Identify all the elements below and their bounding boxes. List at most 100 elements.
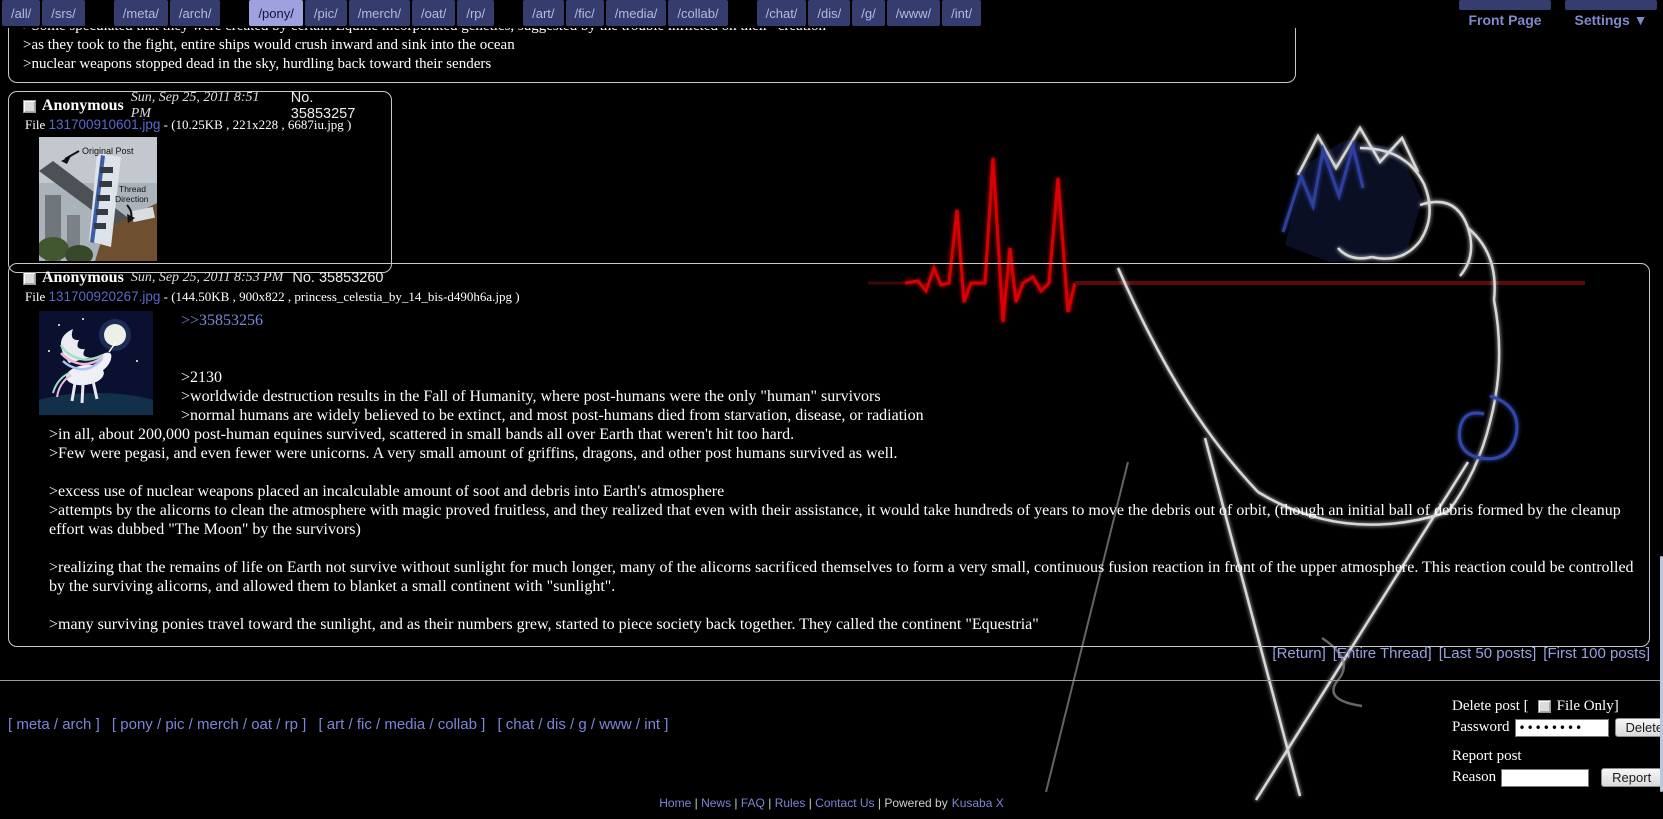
front-page-tab[interactable]: Front Page	[1459, 0, 1551, 28]
navtab-art[interactable]: /art/	[523, 0, 564, 26]
navtab-pic[interactable]: /pic/	[304, 0, 347, 26]
navtab-chat[interactable]: /chat/	[756, 0, 807, 26]
board-link[interactable]: oat	[239, 716, 272, 733]
navtab-www[interactable]: /www/	[886, 0, 941, 26]
navtab-all[interactable]: /all/	[2, 0, 41, 26]
board-link[interactable]: collab	[425, 716, 477, 733]
board-link[interactable]: chat	[505, 716, 535, 733]
pony-sketch-blue-accents	[1281, 140, 1519, 461]
file-link[interactable]: 131700910601.jpg	[48, 117, 161, 132]
board-link[interactable]: pic	[153, 716, 185, 733]
divider-rule	[0, 680, 1663, 681]
post-text-line	[49, 349, 1635, 368]
delete-post-label: Delete post [	[1452, 698, 1529, 714]
thread-nav-link[interactable]: [Last 50 posts]	[1438, 645, 1537, 662]
board-link[interactable]: pony	[120, 716, 153, 733]
board-link[interactable]: dis	[534, 716, 566, 733]
post-text-line	[49, 330, 1635, 349]
post-35853257: Anonymous Sun, Sep 25, 2011 8:51 PM No. …	[8, 90, 392, 273]
board-link[interactable]: merch	[185, 716, 239, 733]
navtab-g[interactable]: /g/	[852, 0, 885, 26]
delete-report-form: Delete post [ File Only] Password Delete…	[1452, 698, 1663, 790]
board-link[interactable]: meta	[16, 716, 50, 733]
post-header: Anonymous Sun, Sep 25, 2011 8:53 PM No. …	[19, 268, 1639, 288]
post-date: Sun, Sep 25, 2011 8:51 PM	[130, 90, 260, 121]
post-text: >2130 >worldwide destruction results in t…	[49, 330, 1635, 634]
post-text-line: >many surviving ponies travel toward the…	[49, 616, 1039, 633]
board-link[interactable]: g	[566, 716, 587, 733]
navtab-collab[interactable]: /collab/	[668, 0, 728, 26]
thumbnail-train-derail-image[interactable]: Original Post Thread Direction	[37, 137, 157, 265]
thread-nav-link[interactable]: [Entire Thread]	[1332, 645, 1432, 662]
navtab-dis[interactable]: /dis/	[808, 0, 851, 26]
board-link[interactable]: rp	[272, 716, 298, 733]
post-select-checkbox[interactable]	[23, 99, 36, 113]
file-meta: - (10.25KB , 221x228 , 6687iu.jpg )	[163, 117, 352, 132]
settings-tab[interactable]: Settings ▼	[1565, 0, 1657, 28]
post-text-line: >in all, about 200,000 post-human equine…	[49, 426, 795, 443]
post-text-line: >worldwide destruction results in the Fa…	[181, 388, 881, 405]
file-label: File	[25, 117, 46, 132]
footer-link[interactable]: Rules	[765, 796, 805, 810]
board-group-pony: ponypicmerchoatrp	[112, 716, 306, 733]
board-link[interactable]: art	[326, 716, 345, 733]
footer-link[interactable]: FAQ	[731, 796, 765, 810]
thread-nav-link[interactable]: [First 100 posts]	[1543, 645, 1650, 662]
navtab-rp[interactable]: /rp/	[457, 0, 495, 26]
reason-field[interactable]	[1501, 768, 1590, 787]
file-info-line: File 131700920267.jpg - (144.50KB , 900x…	[25, 289, 1639, 305]
navtab-oat[interactable]: /oat/	[412, 0, 456, 26]
board-link[interactable]: fic	[344, 716, 372, 733]
reply-quote-link[interactable]: >>35853256	[181, 312, 264, 329]
settings-label: Settings ▼	[1574, 12, 1648, 28]
post-select-checkbox[interactable]	[23, 271, 36, 285]
footer-link[interactable]: Contact Us	[805, 796, 874, 810]
post-text-line: >Few were pegasi, and even fewer were un…	[49, 445, 898, 462]
navtab-pony-selected[interactable]: /pony/	[249, 0, 303, 26]
delete-button[interactable]: Delete	[1614, 718, 1663, 737]
scrollbar-thumb[interactable]	[1660, 556, 1663, 792]
navtab-int[interactable]: /int/	[942, 0, 982, 26]
file-meta: - (144.50KB , 900x822 , princess_celesti…	[163, 289, 520, 304]
settings-tab-bar	[1565, 0, 1657, 10]
navtab-srs[interactable]: /srs/	[42, 0, 85, 26]
navtab-arch[interactable]: /arch/	[169, 0, 221, 26]
post-text-line: >attempts by the alicorns to clean the a…	[49, 502, 1621, 538]
password-field[interactable]	[1514, 718, 1609, 737]
navtab-fic[interactable]: /fic/	[565, 0, 604, 26]
navbar-right: Front Page Settings ▼	[1459, 0, 1657, 28]
ekg-pulse-line	[868, 157, 1585, 323]
post-text-line: >excess use of nuclear weapons placed an…	[49, 483, 725, 500]
footer-link[interactable]: Home	[659, 796, 692, 810]
thread-nav-link[interactable]: [Return]	[1272, 645, 1326, 662]
file-link[interactable]: 131700920267.jpg	[48, 289, 161, 304]
board-link[interactable]: www	[587, 716, 632, 733]
post-text-line: >realizing that the remains of life on E…	[49, 559, 1634, 595]
footer-link[interactable]: News	[691, 796, 731, 810]
post-date: Sun, Sep 25, 2011 8:53 PM	[130, 270, 284, 285]
board-link[interactable]: int	[632, 716, 660, 733]
post-text-line	[49, 596, 1635, 615]
navtab-meta[interactable]: /meta/	[113, 0, 168, 26]
board-link[interactable]: media	[372, 716, 425, 733]
post-number[interactable]: No. 35853257	[290, 90, 356, 122]
board-list: metaarch ponypicmerchoatrp artficmediaco…	[8, 716, 676, 733]
post-number[interactable]: No. 35853260	[292, 270, 384, 286]
report-button[interactable]: Report	[1601, 768, 1663, 787]
thumb-label-original-post: Original Post	[82, 146, 134, 156]
navtab-merch[interactable]: /merch/	[348, 0, 411, 26]
navtab-media[interactable]: /media/	[605, 0, 667, 26]
post-text-line: >normal humans are widely believed to be…	[181, 407, 924, 424]
report-post-label: Report post	[1452, 748, 1522, 764]
thumbnail-celestia-image[interactable]	[21, 311, 171, 433]
thumb-label-thread: Thread	[119, 184, 146, 194]
kusaba-link[interactable]: Kusaba X	[951, 796, 1004, 810]
powered-by-label: Powered by	[875, 796, 948, 810]
poster-name: Anonymous	[42, 269, 124, 286]
thread-nav-links: [Return] [Entire Thread] [Last 50 posts] [F…	[1265, 645, 1650, 662]
board-link[interactable]: arch	[50, 716, 92, 733]
board-group-general: chatdisgwwwint	[497, 716, 668, 733]
file-only-checkbox[interactable]	[1537, 700, 1551, 713]
